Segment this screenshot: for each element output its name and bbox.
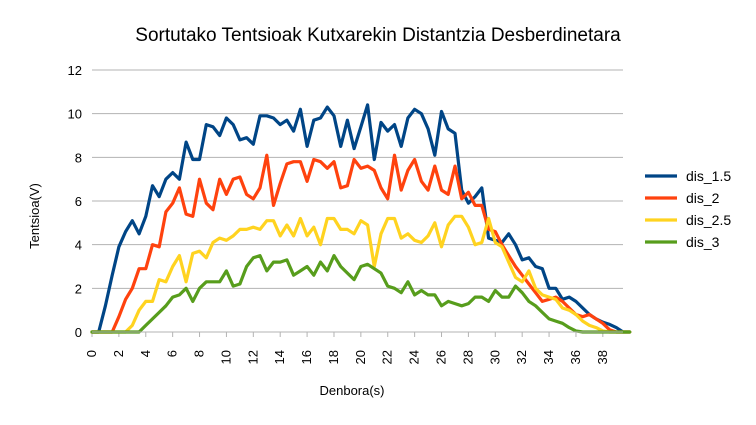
y-tick-label: 12 bbox=[68, 63, 82, 78]
x-tick-label: 38 bbox=[595, 350, 610, 364]
x-tick-label: 2 bbox=[111, 350, 126, 357]
series-line-0 bbox=[90, 103, 632, 334]
x-tick-label: 16 bbox=[299, 350, 314, 364]
y-tick-label: 2 bbox=[75, 281, 82, 296]
x-tick-label: 8 bbox=[192, 350, 207, 357]
chart-title: Sortutako Tentsioak Kutxarekin Distantzi… bbox=[135, 25, 621, 46]
legend-label-1: dis_2 bbox=[686, 190, 720, 206]
gridlines bbox=[92, 69, 623, 289]
x-tick-label: 6 bbox=[165, 350, 180, 357]
x-tick-label: 32 bbox=[514, 350, 529, 364]
series-line-3 bbox=[90, 254, 632, 334]
x-axis-ticks: 0 2 4 6 8 10 12 14 16 18 20 22 24 26 28 30 32 34 36 38 bbox=[84, 332, 610, 364]
y-tick-label: 8 bbox=[75, 150, 82, 165]
x-tick-label: 10 bbox=[218, 350, 233, 364]
series-group bbox=[90, 103, 632, 334]
x-tick-label: 20 bbox=[353, 350, 368, 364]
x-tick-label: 26 bbox=[434, 350, 449, 364]
x-tick-label: 22 bbox=[380, 350, 395, 364]
legend-label-3: dis_3 bbox=[686, 234, 720, 250]
x-tick-label: 30 bbox=[487, 350, 502, 364]
x-tick-label: 18 bbox=[326, 350, 341, 364]
x-tick-label: 14 bbox=[272, 350, 287, 364]
x-tick-label: 12 bbox=[245, 350, 260, 364]
x-tick-label: 0 bbox=[84, 350, 99, 357]
y-axis-ticks: 0 2 4 6 8 10 12 bbox=[68, 63, 82, 340]
y-tick-label: 6 bbox=[75, 194, 82, 209]
y-tick-label: 4 bbox=[75, 238, 82, 253]
y-tick-label: 10 bbox=[68, 107, 82, 122]
legend: dis_1.5 dis_2 dis_2.5 dis_3 bbox=[645, 168, 731, 250]
x-tick-label: 28 bbox=[460, 350, 475, 364]
y-tick-label: 0 bbox=[75, 325, 82, 340]
x-tick-label: 4 bbox=[138, 350, 153, 357]
x-tick-label: 24 bbox=[407, 350, 422, 364]
x-tick-label: 36 bbox=[568, 350, 583, 364]
series-line-1 bbox=[90, 153, 632, 334]
x-axis-label: Denbora(s) bbox=[319, 383, 384, 398]
x-tick-label: 34 bbox=[541, 350, 556, 364]
series-line-2 bbox=[90, 214, 632, 334]
legend-label-0: dis_1.5 bbox=[686, 168, 731, 184]
legend-label-2: dis_2.5 bbox=[686, 212, 731, 228]
y-axis-label: Tentsioa(V) bbox=[27, 183, 42, 249]
